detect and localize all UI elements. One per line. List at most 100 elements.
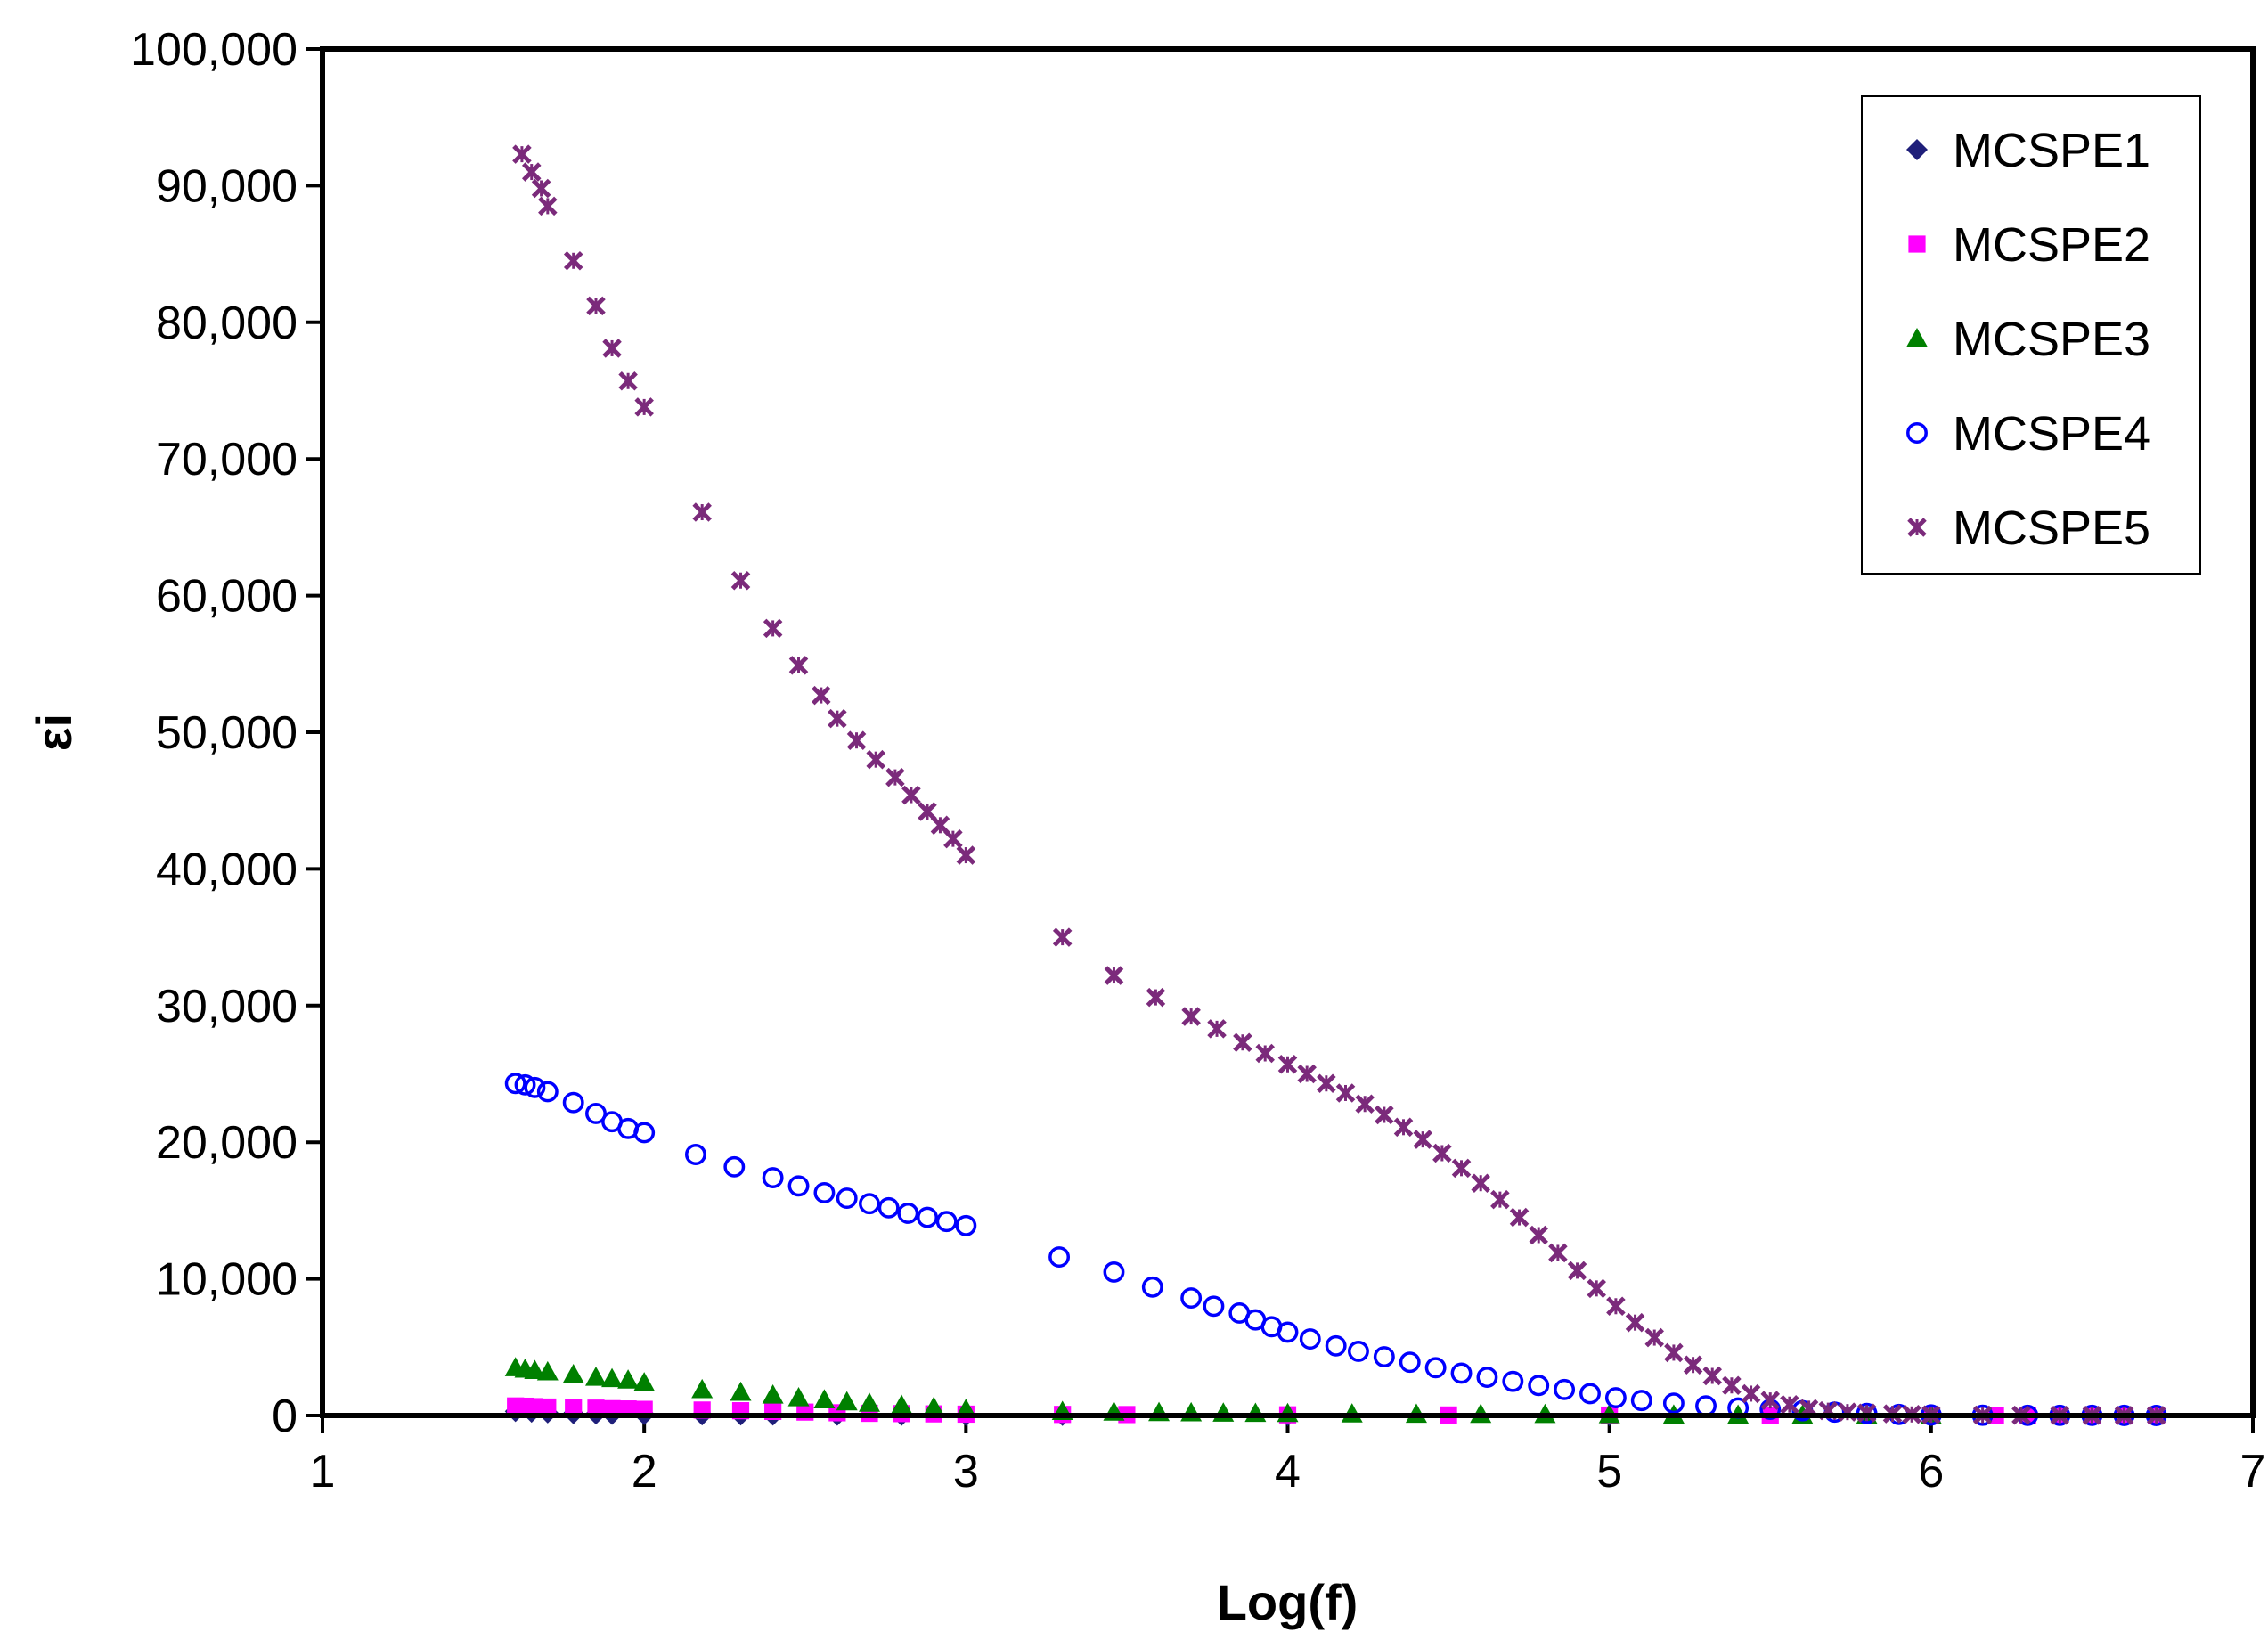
x-tick-label: 2 <box>632 1446 657 1497</box>
y-tick-label: 10,000 <box>156 1254 298 1306</box>
data-point-MCSPE4 <box>514 1073 536 1096</box>
data-point-MCSPE4 <box>813 1182 836 1203</box>
data-point-MCSPE4 <box>836 1187 858 1210</box>
data-point-MCSPE4 <box>1528 1375 1550 1397</box>
y-axis-title: εi <box>26 714 82 751</box>
data-point-MCSPE4 <box>897 1203 919 1224</box>
data-point-MCSPE5 <box>1297 1064 1317 1084</box>
series-MCSPE4 <box>504 1073 2167 1426</box>
y-tick-label: 50,000 <box>156 707 298 759</box>
data-point-MCSPE3 <box>813 1389 836 1408</box>
data-point-MCSPE5 <box>538 196 558 216</box>
data-point-MCSPE5 <box>1509 1207 1530 1228</box>
data-point-MCSPE4 <box>1502 1370 1524 1392</box>
data-point-MCSPE5 <box>1451 1158 1472 1179</box>
y-tick-label: 60,000 <box>156 571 298 623</box>
data-point-MCSPE4 <box>1180 1287 1203 1310</box>
data-point-MCSPE5 <box>586 296 606 316</box>
data-point-MCSPE4 <box>1048 1246 1071 1269</box>
data-point-MCSPE5 <box>1702 1366 1723 1386</box>
data-point-MCSPE5 <box>1471 1173 1490 1193</box>
data-point-MCSPE4 <box>633 1122 656 1144</box>
data-point-MCSPE5 <box>692 502 712 522</box>
y-tick-label: 40,000 <box>156 844 298 895</box>
data-point-MCSPE5 <box>956 845 976 865</box>
data-point-MCSPE3 <box>923 1396 945 1416</box>
legend-label: MCSPE2 <box>1953 218 2150 272</box>
data-point-MCSPE4 <box>762 1167 784 1189</box>
legend-marker-MCSPE2 <box>1908 235 1926 253</box>
data-point-MCSPE5 <box>1780 1394 1799 1415</box>
data-point-MCSPE5 <box>618 371 638 391</box>
data-point-MCSPE4 <box>1325 1334 1347 1357</box>
data-point-MCSPE3 <box>1180 1401 1203 1422</box>
data-point-MCSPE3 <box>524 1359 546 1379</box>
data-point-MCSPE5 <box>521 162 542 182</box>
data-point-MCSPE5 <box>1233 1032 1252 1052</box>
data-point-MCSPE4 <box>1579 1383 1601 1405</box>
x-axis-title: Log(f) <box>1217 1574 1358 1630</box>
data-point-MCSPE4 <box>787 1175 810 1197</box>
plot-frame <box>320 46 2256 1418</box>
data-point-MCSPE3 <box>836 1391 858 1411</box>
data-point-MCSPE5 <box>1548 1243 1568 1263</box>
data-point-MCSPE4 <box>1348 1340 1369 1362</box>
data-point-MCSPE4 <box>524 1076 546 1098</box>
data-point-MCSPE5 <box>563 251 583 271</box>
data-point-MCSPE5 <box>1355 1094 1375 1114</box>
data-point-MCSPE3 <box>762 1383 784 1404</box>
data-point-MCSPE4 <box>917 1206 938 1228</box>
data-point-MCSPE5 <box>1683 1355 1703 1375</box>
data-point-MCSPE5 <box>1104 966 1124 985</box>
legend-marker-MCSPE5 <box>1907 518 1927 537</box>
legend-marker-MCSPE1 <box>1906 139 1928 160</box>
data-point-MCSPE4 <box>935 1211 958 1233</box>
x-tick-label: 7 <box>2240 1446 2266 1497</box>
data-point-MCSPE3 <box>891 1394 913 1415</box>
y-tick-label: 20,000 <box>156 1117 298 1169</box>
legend-label: MCSPE5 <box>1953 502 2150 555</box>
data-point-MCSPE4 <box>1277 1321 1299 1343</box>
y-tick-label: 90,000 <box>156 160 298 212</box>
data-point-MCSPE5 <box>1606 1296 1626 1317</box>
data-point-MCSPE5 <box>1664 1342 1684 1363</box>
data-point-MCSPE3 <box>787 1387 810 1407</box>
y-tick-label: 30,000 <box>156 981 298 1032</box>
y-tick-label: 70,000 <box>156 434 298 485</box>
x-tick-label: 1 <box>310 1446 336 1497</box>
data-point-MCSPE5 <box>866 749 885 770</box>
y-tick-label: 100,000 <box>130 24 298 76</box>
data-point-MCSPE4 <box>1695 1395 1717 1417</box>
data-point-MCSPE2 <box>587 1399 605 1417</box>
data-point-MCSPE3 <box>691 1378 714 1399</box>
x-tick-label: 4 <box>1275 1446 1301 1497</box>
data-point-MCSPE3 <box>1244 1402 1267 1423</box>
data-point-MCSPE5 <box>1413 1130 1432 1149</box>
data-point-MCSPE3 <box>1212 1402 1235 1422</box>
data-point-MCSPE5 <box>1207 1019 1227 1039</box>
data-point-MCSPE5 <box>1760 1391 1781 1410</box>
x-axis-ticks: 1 2 3 4 5 6 7 <box>310 1416 2266 1497</box>
legend-label: MCSPE3 <box>1953 313 2150 366</box>
data-point-MCSPE5 <box>512 144 532 164</box>
x-tick-label: 6 <box>1918 1446 1944 1497</box>
data-point-MCSPE5 <box>1722 1375 1742 1396</box>
data-point-MCSPE4 <box>955 1214 977 1236</box>
x-tick-label: 5 <box>1596 1446 1622 1497</box>
data-point-MCSPE4 <box>1373 1346 1395 1367</box>
data-point-MCSPE5 <box>1255 1043 1275 1064</box>
legend: MCSPE1 MCSPE2 MCSPE3 MCSPE4 MCSPE5 <box>1861 95 2201 575</box>
data-point-MCSPE5 <box>763 618 783 639</box>
data-point-MCSPE3 <box>633 1372 656 1391</box>
data-point-MCSPE3 <box>730 1381 752 1401</box>
legend-marker-MCSPE4 <box>1906 422 1928 444</box>
data-point-MCSPE2 <box>526 1398 543 1416</box>
data-point-MCSPE4 <box>1141 1276 1163 1298</box>
data-point-MCSPE5 <box>1529 1225 1548 1245</box>
data-point-MCSPE5 <box>901 785 921 805</box>
data-point-MCSPE5 <box>602 339 622 358</box>
data-point-MCSPE4 <box>723 1155 746 1178</box>
data-point-MCSPE5 <box>1052 927 1073 947</box>
y-tick-label: 0 <box>272 1391 298 1442</box>
